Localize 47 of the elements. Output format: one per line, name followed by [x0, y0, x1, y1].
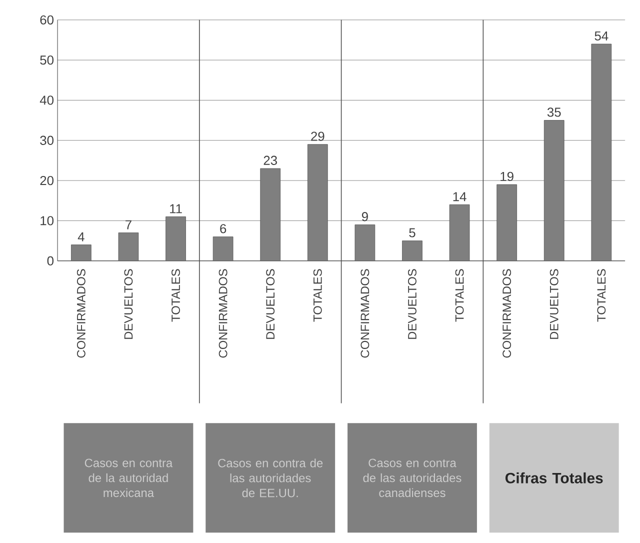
bar	[307, 144, 328, 262]
data-label: 4	[78, 232, 84, 242]
x-tick-label: DEVUELTOS	[124, 269, 133, 340]
x-tick-label: CONFIRMADOS	[76, 269, 86, 358]
x-tick-label: CONFIRMADOS	[360, 269, 370, 358]
data-label: 23	[264, 156, 277, 166]
data-label: 6	[220, 224, 226, 234]
bar	[544, 120, 564, 262]
y-tick-label: 10	[40, 216, 54, 226]
bar	[449, 204, 470, 262]
bar	[591, 44, 612, 262]
y-tick-label: 20	[40, 176, 54, 186]
data-label: 35	[547, 108, 561, 117]
x-tick-label: DEVUELTOS	[550, 269, 558, 340]
data-label: 9	[362, 212, 368, 222]
bar	[354, 224, 376, 262]
data-label: 7	[126, 220, 132, 230]
data-label: 5	[409, 228, 416, 238]
bar	[260, 168, 281, 262]
text: Cifras Totales	[505, 472, 603, 484]
text: Casos en contra de las autoridades canadienses	[363, 458, 462, 498]
y-tick-label: 40	[40, 96, 54, 105]
data-label: 11	[170, 204, 182, 214]
y-tick-label: 0	[47, 256, 54, 266]
data-label: 54	[594, 32, 608, 41]
data-label: 19	[500, 172, 514, 182]
text: Casos en contra de las autoridades de EE.UU.	[218, 458, 323, 498]
x-tick-label: TOTALES	[313, 269, 322, 322]
text: Casos en contra de la autoridad mexicana	[84, 458, 173, 498]
x-tick-label: TOTALES	[172, 269, 180, 322]
bar	[496, 184, 517, 262]
y-tick-label: 60	[40, 16, 54, 25]
bar	[71, 244, 92, 262]
y-tick-label: 30	[40, 136, 54, 146]
x-tick-label: CONFIRMADOS	[502, 269, 512, 358]
bar	[402, 240, 422, 262]
data-label: 29	[311, 132, 324, 142]
bar	[166, 216, 186, 262]
x-tick-label: DEVUELTOS	[408, 269, 416, 340]
x-tick-label: CONFIRMADOS	[218, 269, 228, 358]
data-label: 14	[453, 192, 466, 202]
bar	[212, 236, 234, 262]
x-tick-label: TOTALES	[597, 269, 606, 322]
y-tick-label: 50	[40, 56, 54, 65]
x-tick-label: DEVUELTOS	[266, 269, 275, 340]
bar	[118, 232, 139, 262]
x-tick-label: TOTALES	[455, 269, 464, 322]
